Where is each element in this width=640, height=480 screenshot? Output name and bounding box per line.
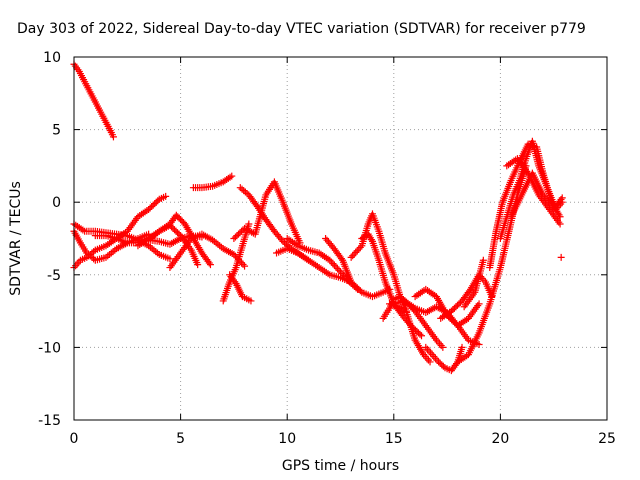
data-point: [352, 248, 360, 256]
data-point: [252, 201, 260, 209]
data-point: [206, 261, 214, 269]
series-pass-m: [230, 178, 304, 247]
data-point: [425, 347, 433, 355]
y-tick-label: -5: [47, 268, 61, 284]
data-point: [437, 342, 445, 350]
series-pass-ac: [507, 169, 566, 221]
series-pass-r: [358, 230, 426, 340]
series-pass-o: [283, 235, 362, 293]
series-pass-z: [460, 256, 487, 311]
data-point: [278, 236, 286, 244]
y-tick-label: 5: [52, 123, 61, 139]
series-pass-a: [70, 60, 117, 141]
data-point: [423, 345, 431, 353]
data-point: [245, 220, 253, 228]
chart-title: Day 303 of 2022, Sidereal Day-to-day VTE…: [17, 21, 586, 37]
data-point: [90, 248, 98, 256]
data-point: [338, 270, 346, 278]
data-point: [557, 253, 565, 261]
data-point: [458, 343, 466, 351]
data-point: [436, 340, 444, 348]
data-point: [241, 262, 249, 270]
data-point: [109, 133, 117, 141]
data-point: [333, 265, 341, 273]
axes: 0 5 10 15 20 25 -15 -10 -5 0 5 10: [38, 50, 616, 447]
data-point: [355, 245, 363, 253]
data-point: [72, 262, 80, 270]
data-point: [166, 255, 174, 263]
data-point: [247, 297, 255, 305]
data-point: [329, 260, 337, 268]
data-points: [70, 60, 566, 375]
data-point: [337, 255, 345, 263]
data-point: [439, 343, 447, 351]
y-axis-label: SDTVAR / TECUs: [8, 181, 24, 296]
series-pass-k: [226, 271, 255, 305]
data-point: [162, 192, 170, 200]
data-point: [356, 243, 364, 251]
data-point: [430, 352, 438, 360]
data-point: [330, 261, 338, 269]
series-pass-g: [145, 221, 202, 269]
plot-frame: [73, 56, 608, 421]
data-point: [239, 260, 247, 268]
data-point: [426, 358, 434, 366]
y-tick-label: -15: [38, 413, 61, 429]
data-point: [347, 253, 355, 261]
data-point: [332, 263, 340, 271]
data-point: [479, 256, 487, 264]
series-pass-ad: [496, 137, 566, 242]
data-point: [350, 250, 358, 258]
data-point: [418, 332, 426, 340]
data-point: [556, 220, 564, 228]
y-tick-label: 0: [52, 195, 61, 211]
data-point: [73, 260, 81, 268]
series-pass-i: [189, 172, 236, 192]
data-point: [424, 356, 432, 364]
x-tick-label: 20: [491, 431, 509, 447]
data-point: [353, 247, 361, 255]
data-point: [205, 259, 213, 267]
data-point: [427, 349, 435, 357]
data-point: [154, 197, 162, 205]
data-point: [230, 250, 238, 258]
data-point: [326, 256, 334, 264]
series-outlier: [557, 253, 565, 261]
data-point: [194, 261, 202, 269]
data-point: [423, 354, 431, 362]
data-point: [416, 330, 424, 338]
data-point: [356, 287, 364, 295]
data-point: [90, 255, 98, 263]
data-point: [340, 271, 348, 279]
x-tick-label: 25: [598, 431, 616, 447]
data-point: [349, 252, 357, 260]
x-tick-label: 5: [176, 431, 185, 447]
data-point: [439, 362, 447, 370]
y-tick-label: 10: [43, 50, 61, 66]
data-point: [327, 258, 335, 266]
data-point: [335, 266, 343, 274]
x-tick-label: 15: [385, 431, 403, 447]
series-pass-p: [322, 235, 394, 301]
data-point: [558, 198, 566, 206]
x-tick-label: 0: [70, 431, 79, 447]
data-point: [337, 268, 344, 276]
data-point: [428, 351, 436, 359]
x-tick-label: 10: [278, 431, 296, 447]
data-point: [431, 354, 439, 362]
x-axis-label: GPS time / hours: [282, 458, 399, 474]
data-point: [228, 172, 236, 180]
series-pass-j: [219, 220, 253, 305]
data-point: [422, 343, 430, 351]
data-point: [475, 300, 483, 308]
data-point: [226, 173, 234, 181]
y-tick-label: -10: [38, 340, 61, 356]
data-point: [433, 356, 441, 364]
series-pass-u: [386, 300, 434, 366]
